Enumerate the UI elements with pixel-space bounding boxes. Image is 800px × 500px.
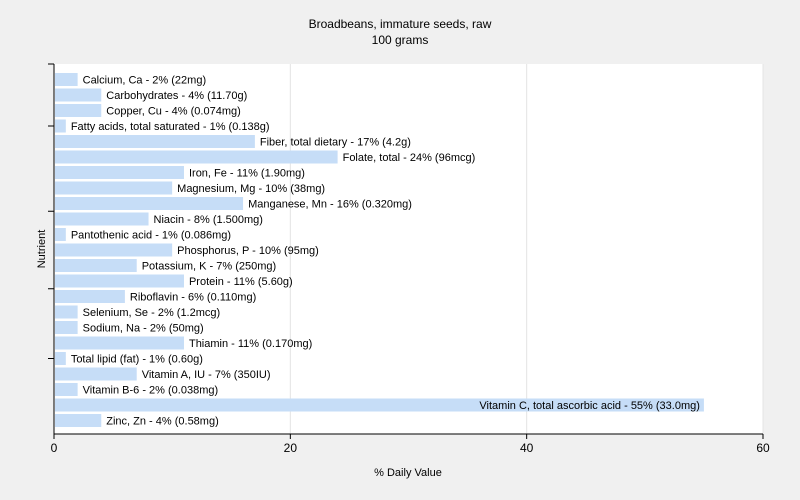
x-axis-title: % Daily Value: [374, 467, 442, 479]
bar-label: Sodium, Na - 2% (50mg): [83, 323, 204, 335]
bar-label: Vitamin C, total ascorbic acid - 55% (33…: [479, 400, 699, 412]
bar: [55, 119, 66, 133]
bar-label: Copper, Cu - 4% (0.074mg): [106, 106, 241, 118]
bar-label: Protein - 11% (5.60g): [189, 276, 293, 288]
bar: [55, 166, 184, 179]
bar: [55, 88, 102, 102]
bar: [55, 336, 184, 350]
bar-label: Carbohydrates - 4% (11.70g): [106, 90, 247, 102]
gridlines: [289, 64, 764, 434]
bar-label: Riboflavin - 6% (0.110mg): [130, 292, 256, 304]
bar: [55, 321, 78, 334]
bar: [55, 73, 78, 86]
bar: [55, 414, 102, 427]
chart-subtitle: 100 grams: [372, 33, 429, 47]
bars: Calcium, Ca - 2% (22mg) Carbohydrates - 4…: [55, 73, 704, 428]
x-ticks: 0 20 40 60: [51, 434, 770, 455]
bar-label: Calcium, Ca - 2% (22mg): [83, 75, 206, 87]
x-tick-label: 0: [51, 441, 58, 455]
bar: [55, 305, 78, 319]
bar: [55, 352, 66, 365]
chart-title: Broadbeans, immature seeds, raw: [309, 17, 492, 31]
bar: [55, 150, 338, 164]
bar: [55, 228, 66, 241]
x-tick-label: 60: [756, 441, 770, 455]
bar-label: Vitamin A, IU - 7% (350IU): [142, 369, 271, 381]
bar: [55, 104, 102, 117]
bar-label: Magnesium, Mg - 10% (38mg): [177, 183, 325, 195]
bar: [55, 259, 137, 272]
x-tick-label: 40: [520, 441, 534, 455]
bar-label: Selenium, Se - 2% (1.2mcg): [83, 307, 221, 319]
bar-label: Manganese, Mn - 16% (0.320mg): [248, 199, 412, 211]
bar-label: Iron, Fe - 11% (1.90mg): [189, 168, 305, 180]
bar-label: Fatty acids, total saturated - 1% (0.138…: [71, 121, 270, 133]
bar: [55, 197, 244, 210]
plot-area: [54, 64, 763, 434]
bar-label: Vitamin B-6 - 2% (0.038mg): [83, 385, 219, 397]
bar: [55, 367, 137, 381]
bar: [55, 398, 704, 412]
bar: [55, 181, 173, 195]
bar: [55, 212, 149, 226]
bar-label: Fiber, total dietary - 17% (4.2g): [260, 137, 411, 149]
bar-label: Zinc, Zn - 4% (0.58mg): [106, 416, 218, 428]
bar: [55, 290, 125, 303]
bar: [55, 383, 78, 396]
bar: [55, 274, 184, 288]
y-ticks: [48, 63, 54, 359]
bar-label: Niacin - 8% (1.500mg): [154, 214, 263, 226]
bar-label: Total lipid (fat) - 1% (0.60g): [71, 354, 203, 366]
bar-label: Pantothenic acid - 1% (0.086mg): [71, 230, 231, 242]
y-axis-title: Nutrient: [36, 230, 48, 269]
bar-label: Phosphorus, P - 10% (95mg): [177, 245, 319, 257]
bar-label: Folate, total - 24% (96mcg): [343, 152, 476, 164]
bar: [55, 243, 173, 257]
bar-label: Thiamin - 11% (0.170mg): [189, 338, 312, 350]
x-tick-label: 20: [284, 441, 298, 455]
bar: [55, 135, 255, 148]
bar-label: Potassium, K - 7% (250mg): [142, 261, 277, 273]
